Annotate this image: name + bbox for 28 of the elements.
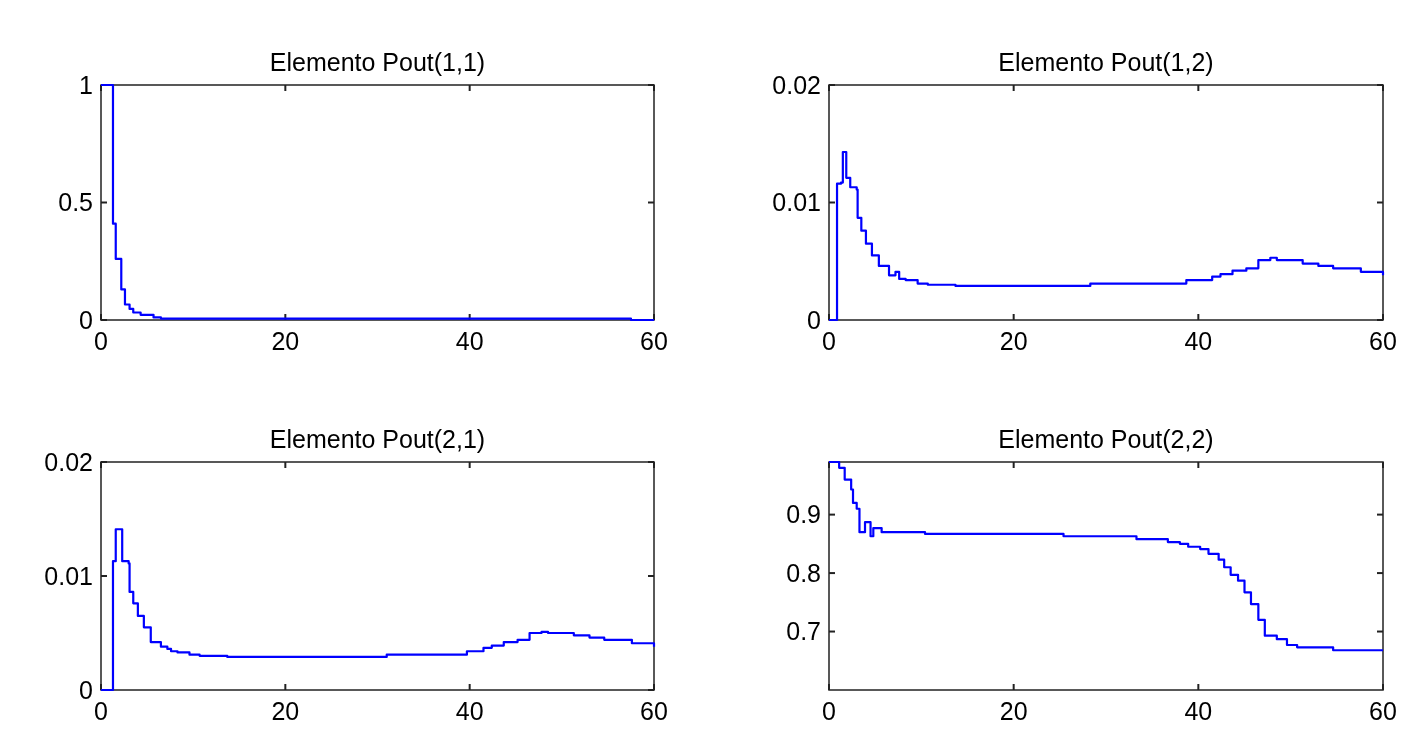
x-tick-label: 60 [1369,327,1397,355]
y-tick-label: 0.7 [786,617,821,646]
x-tick-label: 40 [1184,697,1213,725]
y-tick-label: 0 [807,305,821,334]
y-tick-label: 0 [79,675,93,704]
y-tick-label: 0.01 [44,561,93,590]
x-tick-label: 40 [455,697,484,725]
y-tick-label: 0.9 [786,500,821,529]
y-tick-label: 0 [79,305,93,334]
chart-title: Elemento Pout(1,1) [269,48,486,76]
y-tick-label: 0.01 [772,188,821,217]
y-tick-label: 1 [79,70,93,99]
x-tick-label: 20 [271,697,300,725]
y-tick-label: 0.02 [44,447,93,476]
x-tick-label: 20 [999,697,1028,725]
y-tick-label: 0.5 [58,188,93,217]
x-tick-label: 40 [455,327,484,355]
chart-title: Elemento Pout(2,1) [269,425,486,453]
x-tick-label: 60 [1369,697,1397,725]
x-tick-label: 20 [271,327,300,355]
x-tick-label: 20 [999,327,1028,355]
y-tick-label: 0.02 [772,70,821,99]
x-tick-label: 60 [640,327,668,355]
x-tick-label: 60 [640,697,668,725]
chart-title: Elemento Pout(1,2) [998,48,1214,76]
y-tick-label: 0.8 [786,558,821,587]
x-tick-label: 40 [1184,327,1213,355]
chart-title: Elemento Pout(2,2) [998,425,1214,453]
